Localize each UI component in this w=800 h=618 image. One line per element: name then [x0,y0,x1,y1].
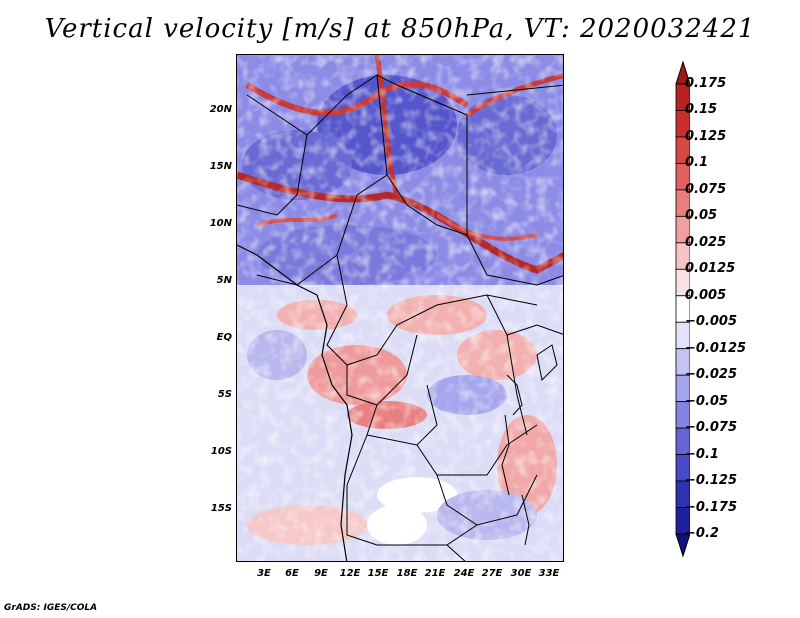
colorbar [675,60,690,558]
colorbar-label: −0.025 [685,367,738,383]
lon-tick-label: 33E [538,568,560,579]
lat-tick-label: 10S [210,446,232,457]
lat-tick-label: 5S [217,389,232,400]
colorbar-label: 0.175 [685,76,727,91]
grads-credit: GrADS: IGES/COLA [4,603,98,613]
lat-tick-label: EQ [216,332,232,343]
colorbar-label: 0.005 [685,287,727,303]
lat-tick-label: 20N [209,104,232,115]
colorbar-label: −0.2 [685,526,719,541]
colorbar-label: −0.1 [685,446,719,462]
lat-tick-label: 15S [210,503,232,514]
lat-tick-label: 15N [209,161,232,172]
chart-title: Vertical velocity [m/s] at 850hPa, VT: 2… [44,14,756,44]
colorbar-bottom-arrow [675,533,690,558]
country-borders [237,74,563,561]
lat-tick-label: 5N [216,275,232,286]
colorbar-label: −0.075 [685,420,738,436]
lon-tick-label: 21E [424,568,446,579]
colorbar-label: 0.0125 [685,261,736,277]
lon-tick-label: 3E [257,568,271,579]
colorbar-label: −0.0125 [685,340,747,356]
lon-tick-label: 12E [339,568,361,579]
great-lakes [501,344,558,546]
colorbar-label: 0.075 [685,181,727,197]
colorbar-label: −0.125 [685,473,738,489]
lon-tick-label: 15E [367,568,389,579]
lon-tick-label: 9E [314,568,328,579]
colorbar-label: 0.1 [685,155,709,171]
colorbar-label: 0.125 [685,128,727,144]
colorbar-label: −0.005 [685,314,738,330]
lon-tick-label: 6E [285,568,299,579]
lon-tick-label: 18E [396,568,418,579]
colorbar-label: −0.05 [685,393,728,409]
coastline [237,244,353,561]
lat-tick-label: 10N [209,218,232,229]
colorbar-label: 0.05 [685,208,718,224]
colorbar-label: 0.025 [685,234,727,250]
map-panel [236,54,564,562]
vertical-velocity-field [237,55,563,561]
lon-tick-label: 30E [510,568,532,579]
lon-tick-label: 24E [453,568,475,579]
colorbar-label: −0.175 [685,499,738,515]
lon-tick-label: 27E [481,568,503,579]
colorbar-label: 0.15 [685,102,718,118]
